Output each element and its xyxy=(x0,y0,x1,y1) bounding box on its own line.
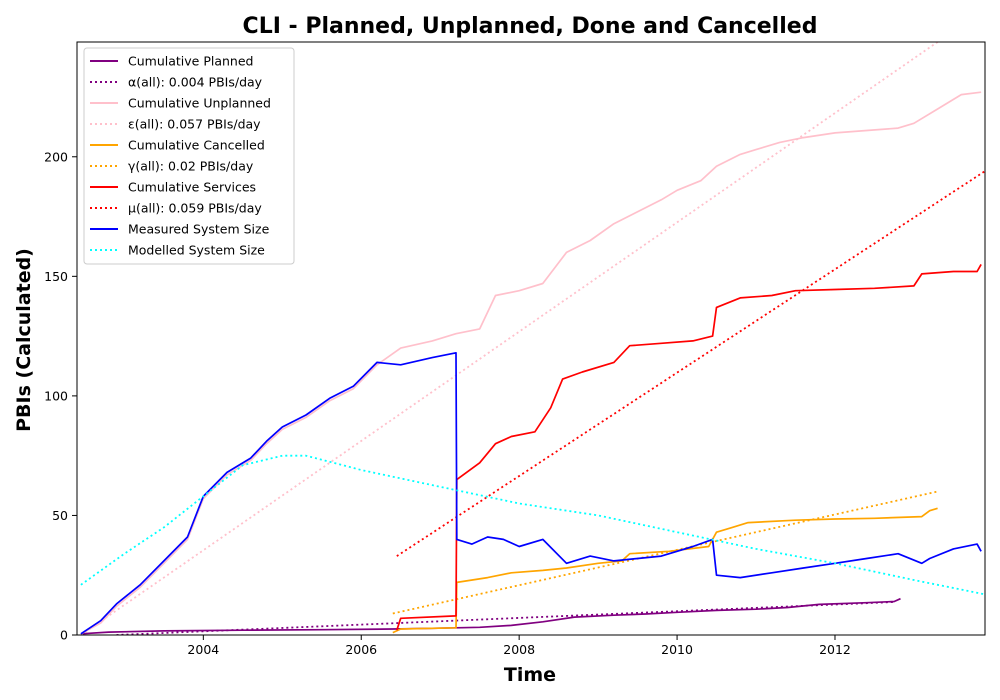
series-line-4 xyxy=(392,507,938,634)
legend-entry: ε(all): 0.057 PBIs/day xyxy=(128,117,261,132)
legend-entry: Cumulative Cancelled xyxy=(128,138,265,153)
y-axis: 0 50 100 150 200 xyxy=(44,149,77,643)
x-tick-label: 2004 xyxy=(187,642,219,657)
y-tick-label: 100 xyxy=(44,388,68,403)
series-group xyxy=(80,42,985,635)
chart-title: CLI - Planned, Unplanned, Done and Cance… xyxy=(243,14,818,39)
y-tick-label: 50 xyxy=(52,508,68,523)
series-line-0 xyxy=(80,597,901,635)
series-line-6 xyxy=(395,263,982,631)
x-tick-label: 2008 xyxy=(503,642,535,657)
plot-area xyxy=(76,41,986,636)
legend-entry: Measured System Size xyxy=(128,222,270,237)
series-line-9 xyxy=(80,454,985,596)
x-axis-label: Time xyxy=(504,664,556,686)
series-line-1 xyxy=(116,601,895,635)
series-line-7 xyxy=(396,170,985,557)
legend-entry: Cumulative Services xyxy=(128,180,256,195)
y-tick-label: 150 xyxy=(44,269,68,284)
plot-frame xyxy=(76,41,986,636)
legend-entry: α(all): 0.004 PBIs/day xyxy=(128,75,263,90)
legend: Cumulative Planned α(all): 0.004 PBIs/day… xyxy=(83,47,295,265)
legend-entry: μ(all): 0.059 PBIs/day xyxy=(128,201,262,216)
x-axis: 2004 2006 2008 2010 2012 xyxy=(187,635,851,657)
x-tick-label: 2010 xyxy=(661,642,693,657)
legend-entry: Cumulative Planned xyxy=(128,54,253,69)
series-line-8 xyxy=(80,351,982,635)
legend-entry: Cumulative Unplanned xyxy=(128,96,271,111)
legend-box xyxy=(83,47,295,265)
y-axis-label: PBIs (Calculated) xyxy=(13,248,35,432)
series-line-5 xyxy=(392,490,938,615)
legend-entry: γ(all): 0.02 PBIs/day xyxy=(128,159,254,174)
legend-entry: Modelled System Size xyxy=(128,243,265,258)
y-tick-label: 0 xyxy=(60,628,68,643)
x-tick-label: 2012 xyxy=(819,642,851,657)
x-tick-label: 2006 xyxy=(345,642,377,657)
y-tick-label: 200 xyxy=(44,149,68,164)
series-line-3 xyxy=(80,42,939,635)
